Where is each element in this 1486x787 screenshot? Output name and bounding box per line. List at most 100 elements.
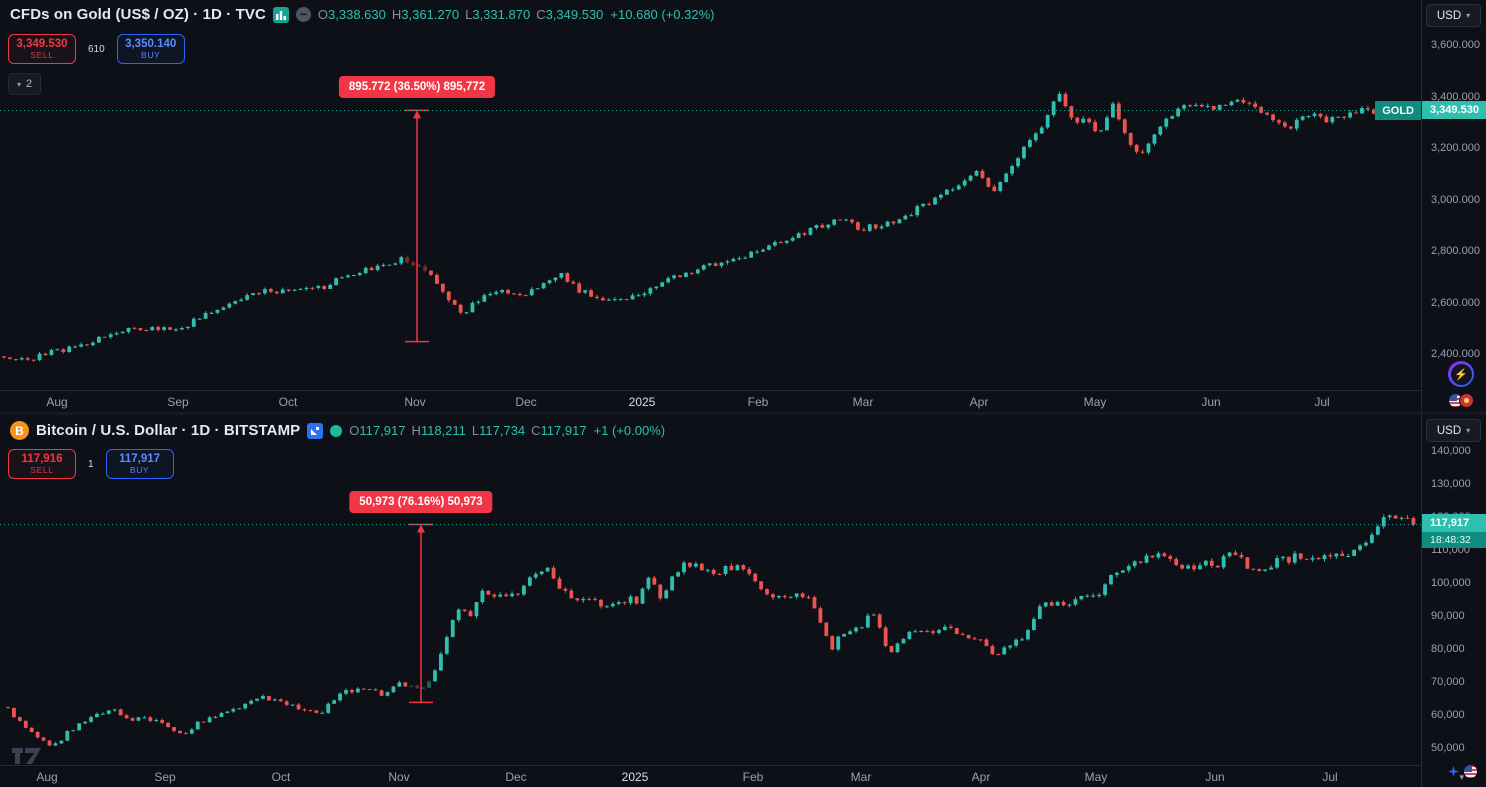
gold-candlestick-chart[interactable] [0,0,1421,390]
buy-button[interactable]: 117,917 BUY [105,449,174,479]
time-tick-label: May [1084,770,1108,784]
price-scale-ticks: 140,000130,000120,000110,000100,00090,00… [1422,415,1486,787]
price-range-measure-label[interactable]: 895.772 (36.50%) 895,772 [338,76,496,99]
time-tick-label: Jul [1322,770,1338,784]
currency-label: USD [1436,9,1462,22]
panel-divider[interactable] [0,412,1486,415]
price-tick-label: 130,000 [1431,477,1471,490]
ohlc-readout: O 117,917 H 118,211 L 117,734 C 117,917 +1 (… [349,423,665,438]
high-value: 118,211 [420,423,466,438]
exchange-logo-icon [272,6,289,23]
ohlc-readout: O 3,338.630 H 3,361.270 L 3,331.870 C 3,349.… [318,7,715,22]
time-tick-label: Apr [971,770,991,784]
price-tick-label: 60,000 [1431,708,1465,721]
gold-chart-panel: CFDs on Gold (US$ / OZ) · 1D · TVC – O 3,… [0,0,1486,412]
high-label: H [391,7,402,22]
time-tick-label: Mar [852,395,874,409]
bitcoin-chart-panel: B Bitcoin / U.S. Dollar · 1D · BITSTAMP … [0,415,1486,787]
chevron-down-icon: ▾ [1466,426,1471,435]
currency-selector[interactable]: USD ▾ [1426,419,1481,442]
price-tick-label: 2,400.000 [1431,347,1480,360]
price-tick-label: 70,000 [1431,675,1465,688]
price-tick-label: 3,400.000 [1431,90,1480,103]
symbol-title[interactable]: CFDs on Gold (US$ / OZ) · 1D · TVC [10,6,266,23]
current-price-value: 117,917 [1422,514,1486,533]
sparkle-icon [1448,766,1459,777]
time-tick-label: Jun [1201,395,1221,409]
time-tick-label: Sep [154,770,176,784]
time-tick-label: Mar [850,770,872,784]
sell-price: 3,349.530 [16,37,68,50]
time-axis[interactable]: Aug Sep Oct Nov Dec 2025 Feb Mar Apr May Jun Jul [0,765,1421,787]
buy-price: 3,350.140 [125,37,177,50]
currency-selector[interactable]: USD ▾ [1426,4,1481,27]
time-tick-label: Sep [167,395,189,409]
price-tick-label: 3,600.000 [1431,39,1480,52]
price-scale[interactable]: USD ▾ 140,000130,000120,000110,000100,00… [1421,415,1486,787]
close-value: 3,349.530 [545,7,604,22]
time-tick-label: Jun [1205,770,1225,784]
close-label: C [536,7,546,22]
time-tick-label: Dec [515,395,537,409]
spread-value: 1 [88,458,94,470]
indicators-collapsed-badge[interactable]: ▾ 2 [8,73,42,95]
pane-corner-icons: ⚡ [1448,361,1474,408]
price-tick-label: 140,000 [1431,444,1471,457]
bitcoin-icon: B [10,421,29,440]
change-value: +1 (+0.00%) [593,423,666,438]
price-tick-label: 2,800.000 [1431,245,1480,258]
boost-lightning-icon[interactable]: ⚡ [1448,361,1474,387]
low-label: L [471,423,480,438]
time-axis-labels: Aug Sep Oct Nov Dec 2025 Feb Mar Apr May Jun Jul [0,391,1421,412]
price-scale[interactable]: USD ▾ 3,600.000 3,400.000 3,200.000 3,000.0… [1421,0,1486,412]
us-flag-icon [1463,764,1478,779]
open-label: O [349,423,360,438]
bar-countdown: 18:48:32 [1422,532,1486,549]
current-price-value: 3,349.530 [1422,100,1486,119]
flag-icon [1459,393,1474,408]
price-tick-label: 3,000.000 [1431,193,1480,206]
sell-button[interactable]: 3,349.530 SELL [8,34,76,64]
time-tick-label: Apr [969,395,989,409]
current-price-label: 117,917 18:48:32 [1422,514,1486,549]
sell-button[interactable]: 117,916 SELL [8,449,76,479]
low-label: L [465,7,473,22]
sell-price: 117,916 [21,452,63,465]
sell-label: SELL [30,49,54,60]
time-tick-label: 2025 [628,395,656,409]
buy-label: BUY [129,464,150,475]
sell-label: SELL [30,464,54,475]
exchange-logo-icon [307,422,324,439]
time-tick-label: Aug [46,395,68,409]
time-tick-label: Feb [742,770,764,784]
current-price-label: 3,349.530 [1422,100,1486,119]
flag-icons [1448,393,1474,408]
time-tick-label: Nov [404,395,426,409]
symbol-title[interactable]: Bitcoin / U.S. Dollar · 1D · BITSTAMP [36,422,301,439]
buy-label: BUY [141,49,161,60]
price-tick-label: 80,000 [1431,642,1465,655]
close-label: C [531,423,541,438]
high-label: H [411,423,421,438]
buy-price: 117,917 [119,452,161,465]
scale-settings-chevron[interactable]: ▾ [1459,772,1464,782]
buy-button[interactable]: 3,350.140 BUY [116,34,185,64]
time-tick-label: Jul [1314,395,1330,409]
price-range-measure-label[interactable]: 50,973 (76.16%) 50,973 [349,490,493,513]
time-tick-label: May [1083,395,1107,409]
open-label: O [317,7,329,22]
time-tick-label: Nov [388,770,410,784]
time-tick-label: Oct [278,395,298,409]
low-value: 117,734 [479,423,526,438]
low-value: 3,331.870 [472,7,531,22]
price-tick-label: 90,000 [1431,609,1465,622]
bitcoin-candlestick-chart[interactable] [0,415,1421,765]
lightning-glyph: ⚡ [1450,363,1472,385]
time-axis[interactable]: Aug Sep Oct Nov Dec 2025 Feb Mar Apr May Jun Jul [0,390,1421,412]
collapsed-count: 2 [26,78,33,90]
change-value: +10.680 (+0.32%) [610,7,715,22]
time-tick-label: Aug [36,770,58,784]
time-tick-label: Dec [505,770,527,784]
bitcoin-header: B Bitcoin / U.S. Dollar · 1D · BITSTAMP … [10,421,665,440]
price-tick-label: 100,000 [1431,576,1471,589]
